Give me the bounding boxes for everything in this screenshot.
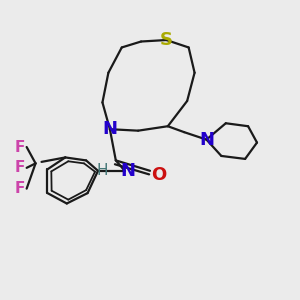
Text: N: N	[199, 130, 214, 148]
Text: N: N	[120, 162, 135, 180]
Text: S: S	[160, 31, 173, 49]
Text: F: F	[15, 140, 25, 154]
Text: H: H	[96, 163, 108, 178]
Text: N: N	[102, 120, 117, 138]
Text: O: O	[151, 166, 166, 184]
Text: F: F	[15, 160, 25, 175]
Text: F: F	[15, 181, 25, 196]
